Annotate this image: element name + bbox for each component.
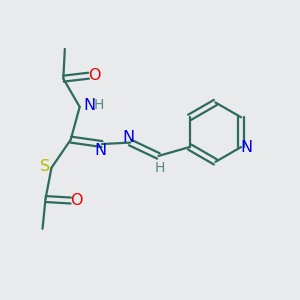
Text: N: N bbox=[123, 130, 135, 145]
Text: N: N bbox=[83, 98, 95, 113]
Text: O: O bbox=[88, 68, 101, 83]
Text: N: N bbox=[94, 143, 106, 158]
Text: H: H bbox=[155, 161, 165, 176]
Text: H: H bbox=[94, 98, 104, 112]
Text: S: S bbox=[40, 159, 50, 174]
Text: O: O bbox=[70, 193, 83, 208]
Text: N: N bbox=[240, 140, 253, 154]
